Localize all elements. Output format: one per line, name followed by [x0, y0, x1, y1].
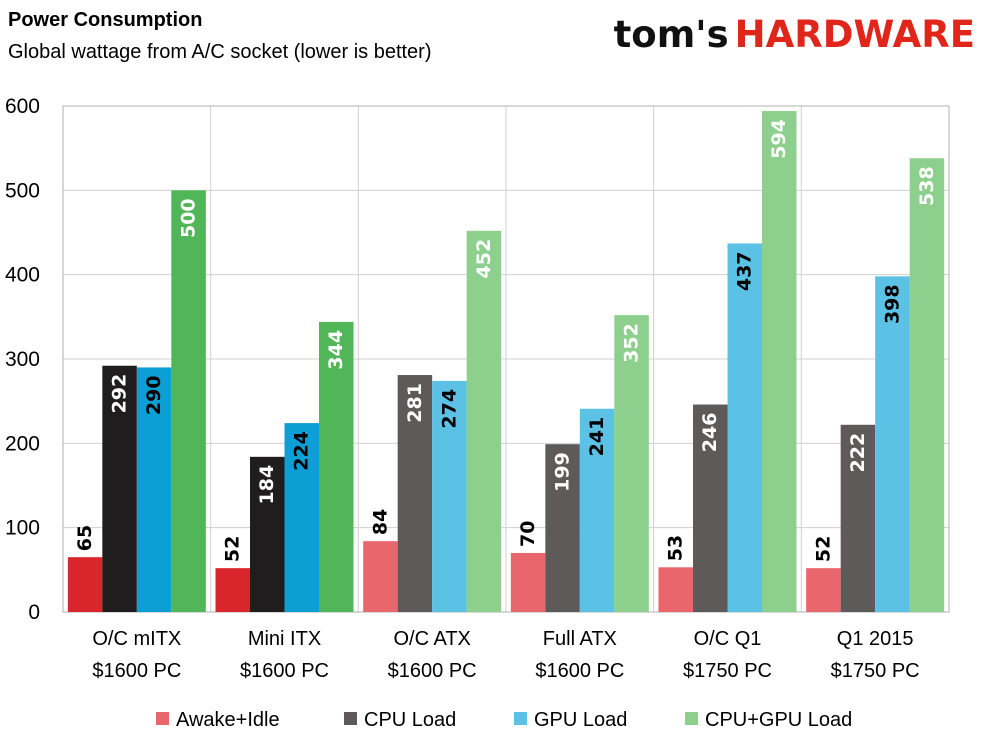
bar-value-label: 344: [325, 330, 347, 370]
bar-value-label: 538: [916, 166, 938, 206]
bar: [510, 552, 546, 612]
brand-logo-text: tom's HARDWARE: [614, 13, 975, 56]
x-category-label: $1750 PC: [683, 660, 772, 682]
bar: [579, 408, 615, 612]
bars: [67, 111, 945, 613]
bar: [284, 423, 319, 612]
bar: [67, 557, 103, 612]
x-axis-categories: O/C mITX $1600 PC Mini ITX $1600 PC O/C ATX $…: [92, 628, 919, 682]
bar-value-label: 199: [552, 452, 574, 492]
bar: [840, 424, 876, 612]
bar-value-label: 65: [74, 525, 96, 551]
x-category-label: Mini ITX: [248, 628, 321, 650]
legend-swatch: [156, 712, 169, 725]
bar: [466, 230, 502, 612]
bar-value-label: 274: [438, 389, 460, 429]
x-category-label: $1600 PC: [240, 660, 329, 682]
bar: [319, 321, 354, 612]
data-labels: 65 52 84 70 53 52 292 184 281 199 246 222 290 224 274 2…: [74, 119, 938, 562]
bar: [909, 158, 945, 612]
bar: [875, 276, 910, 612]
bar: [250, 456, 285, 612]
bar: [806, 568, 841, 612]
bar-value-label: 452: [473, 239, 495, 279]
x-category-label: $1750 PC: [831, 660, 920, 682]
y-tick-label: 600: [5, 95, 40, 118]
legend: Awake+Idle CPU Load GPU Load CPU+GPU Load: [156, 709, 852, 731]
bar: [397, 375, 433, 612]
legend-label: CPU Load: [364, 709, 456, 731]
bar-value-label: 290: [143, 375, 165, 415]
gridlines: [62, 105, 950, 613]
x-category-label: O/C ATX: [393, 628, 470, 650]
x-category-label: $1600 PC: [92, 660, 181, 682]
x-category-label: Q1 2015: [837, 628, 914, 650]
chart-title: Power Consumption: [8, 9, 202, 31]
bar-value-label: 246: [699, 413, 721, 453]
bar: [727, 243, 762, 613]
legend-swatch: [514, 712, 527, 725]
legend-swatch: [344, 712, 357, 725]
y-tick-label: 500: [5, 179, 40, 202]
chart-subtitle: Global wattage from A/C socket (lower is…: [8, 41, 432, 63]
bar-value-label: 500: [178, 198, 200, 238]
bar: [614, 315, 649, 612]
x-category-label: Full ATX: [543, 628, 617, 650]
bar-value-label: 292: [109, 374, 131, 414]
bar-value-label: 84: [369, 509, 391, 535]
bar-value-label: 398: [881, 284, 903, 324]
bar-value-label: 281: [404, 383, 426, 423]
bar: [171, 190, 206, 613]
legend-label: Awake+Idle: [176, 709, 280, 731]
bar-value-label: 437: [734, 251, 756, 291]
bar-value-label: 52: [812, 536, 834, 562]
bar-value-label: 53: [665, 535, 687, 561]
bar-value-label: 52: [222, 536, 244, 562]
y-axis-ticks: 0 100 200 300 400 500 600: [5, 95, 40, 624]
bar-value-label: 352: [621, 323, 643, 363]
bar-value-label: 70: [517, 521, 539, 547]
bar: [363, 541, 398, 612]
bar: [658, 567, 693, 612]
legend-label: CPU+GPU Load: [705, 709, 852, 731]
bar: [762, 111, 797, 612]
bar-value-label: 184: [256, 465, 278, 505]
legend-swatch: [685, 712, 698, 725]
y-tick-label: 100: [5, 517, 40, 540]
brand-logo-hardware: HARDWARE: [735, 13, 975, 56]
bar-value-label: 594: [768, 119, 790, 159]
bar-value-label: 222: [847, 433, 869, 473]
y-tick-label: 400: [5, 264, 40, 287]
brand-logo: tom's HARDWARE: [614, 13, 975, 56]
x-category-label: $1600 PC: [388, 660, 477, 682]
x-category-label: $1600 PC: [535, 660, 624, 682]
bar: [545, 444, 580, 612]
y-tick-label: 300: [5, 348, 40, 371]
bar: [432, 380, 467, 612]
bar-value-label: 224: [291, 431, 313, 471]
x-category-label: O/C mITX: [92, 628, 181, 650]
bar: [215, 568, 250, 612]
bar: [102, 365, 137, 612]
y-tick-label: 200: [5, 432, 40, 455]
bar: [693, 404, 728, 612]
bar-value-label: 241: [586, 417, 608, 457]
brand-logo-toms: tom's: [614, 13, 729, 56]
legend-label: GPU Load: [534, 709, 627, 731]
x-category-label: O/C Q1: [694, 628, 762, 650]
plot-area-border: [62, 105, 950, 613]
y-tick-label: 0: [28, 601, 40, 624]
bar: [136, 367, 172, 612]
